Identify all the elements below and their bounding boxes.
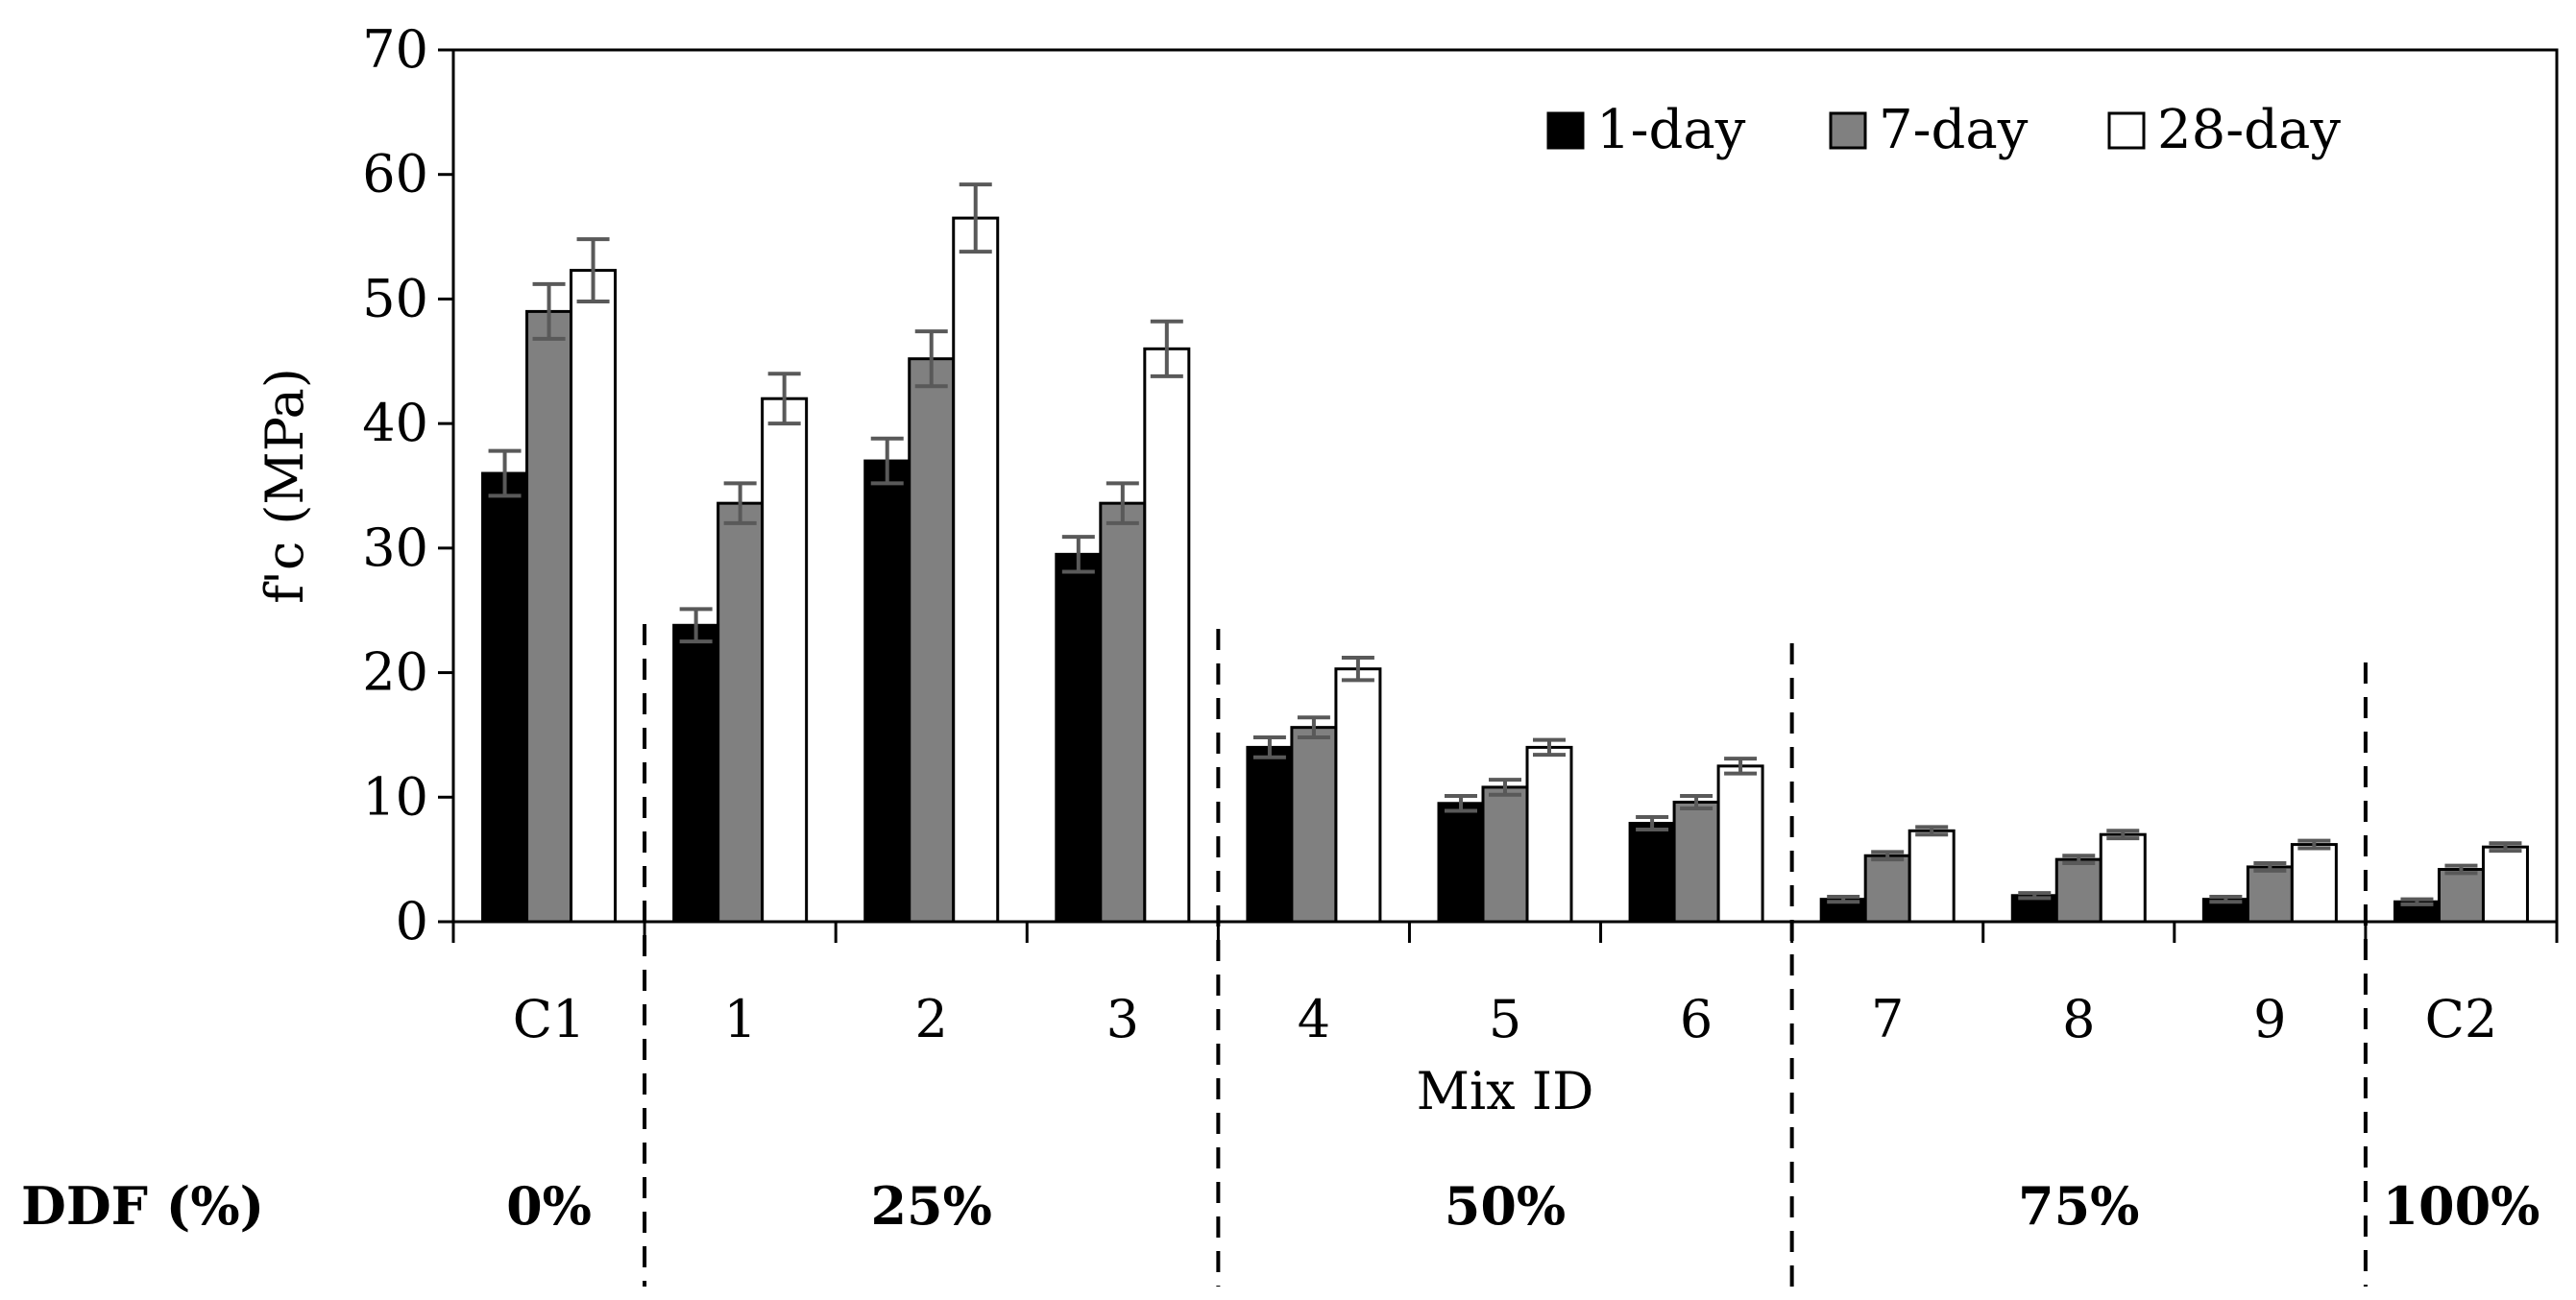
bar-7-day-C2 — [2437, 868, 2485, 924]
category-label-5: 5 — [1489, 989, 1521, 1049]
bar-1-day-C1 — [481, 471, 529, 924]
y-tick-label: 40 — [362, 393, 428, 453]
legend-label-7-day: 7-day — [1879, 99, 2029, 161]
legend-swatch-7-day — [1829, 111, 1867, 150]
legend-swatch-1-day — [1546, 111, 1585, 150]
bar-28-day-2 — [952, 216, 1000, 924]
legend-label-28-day: 28-day — [2157, 99, 2341, 161]
ddf-group-label: 50% — [1445, 1175, 1566, 1237]
ddf-axis-label: DDF (%) — [21, 1175, 264, 1237]
category-label-6: 6 — [1680, 989, 1713, 1049]
ddf-group-label: 0% — [506, 1175, 592, 1237]
bar-28-day-3 — [1143, 347, 1191, 924]
bar-7-day-8 — [2054, 857, 2102, 924]
bars-layer — [481, 216, 2529, 924]
category-label-4: 4 — [1298, 989, 1330, 1049]
group-dividers — [643, 624, 2368, 1287]
bar-7-day-C1 — [525, 309, 573, 924]
bar-28-day-9 — [2290, 843, 2338, 924]
bar-1-day-6 — [1628, 822, 1676, 924]
x-axis: C1 1 2 3 4 5 6 7 8 9 C2 Mix ID — [451, 920, 2559, 1121]
y-tick-label: 10 — [362, 766, 428, 827]
bar-28-day-1 — [761, 397, 809, 924]
ddf-group-label: 75% — [2018, 1175, 2139, 1237]
bar-1-day-1 — [672, 623, 720, 924]
category-label-2: 2 — [915, 989, 948, 1049]
y-axis: 0 10 20 30 40 50 60 70 f'c (MPa) — [255, 19, 453, 951]
bar-28-day-4 — [1334, 667, 1382, 924]
x-axis-title: Mix ID — [1417, 1061, 1594, 1121]
legend: 1-day 7-day 28-day — [1546, 99, 2341, 161]
bar-7-day-6 — [1672, 800, 1720, 924]
bar-1-day-3 — [1055, 552, 1103, 924]
category-label-9: 9 — [2253, 989, 2286, 1049]
bar-7-day-3 — [1099, 501, 1147, 924]
bar-7-day-1 — [717, 501, 765, 924]
category-label-8: 8 — [2062, 989, 2095, 1049]
y-tick-label: 0 — [396, 891, 428, 951]
legend-label-1-day: 1-day — [1596, 99, 1746, 161]
category-label-1: 1 — [723, 989, 756, 1049]
y-tick-label: 70 — [362, 19, 428, 80]
y-tick-label: 60 — [362, 144, 428, 205]
category-label-3: 3 — [1106, 989, 1139, 1049]
bar-7-day-5 — [1481, 785, 1529, 924]
bar-28-day-5 — [1525, 745, 1573, 924]
y-tick-label: 20 — [362, 642, 428, 703]
bar-7-day-4 — [1290, 726, 1338, 924]
bar-28-day-7 — [1908, 829, 1956, 924]
category-label-C2: C2 — [2425, 989, 2498, 1049]
bar-1-day-4 — [1246, 745, 1294, 924]
y-tick-label: 30 — [362, 518, 428, 578]
bar-1-day-5 — [1437, 802, 1485, 924]
ddf-group-label: 25% — [870, 1175, 991, 1237]
ddf-group-label: 100% — [2382, 1175, 2540, 1237]
legend-swatch-28-day — [2107, 111, 2146, 150]
bar-28-day-8 — [2099, 832, 2147, 924]
y-tick-label: 50 — [362, 268, 428, 328]
bar-28-day-C2 — [2481, 845, 2529, 924]
y-axis-title: f'c (MPa) — [255, 368, 315, 604]
ddf-groups: DDF (%) 0% 25% 50% 75% 100% — [21, 1175, 2540, 1237]
bar-7-day-7 — [1863, 854, 1911, 924]
bar-7-day-2 — [908, 357, 956, 924]
category-label-7: 7 — [1871, 989, 1904, 1049]
error-bars-layer — [488, 182, 2522, 906]
bar-28-day-6 — [1716, 764, 1764, 924]
bar-7-day-9 — [2246, 865, 2294, 924]
bar-1-day-2 — [863, 459, 911, 924]
bar-28-day-C1 — [570, 269, 618, 924]
category-label-C1: C1 — [513, 989, 586, 1049]
